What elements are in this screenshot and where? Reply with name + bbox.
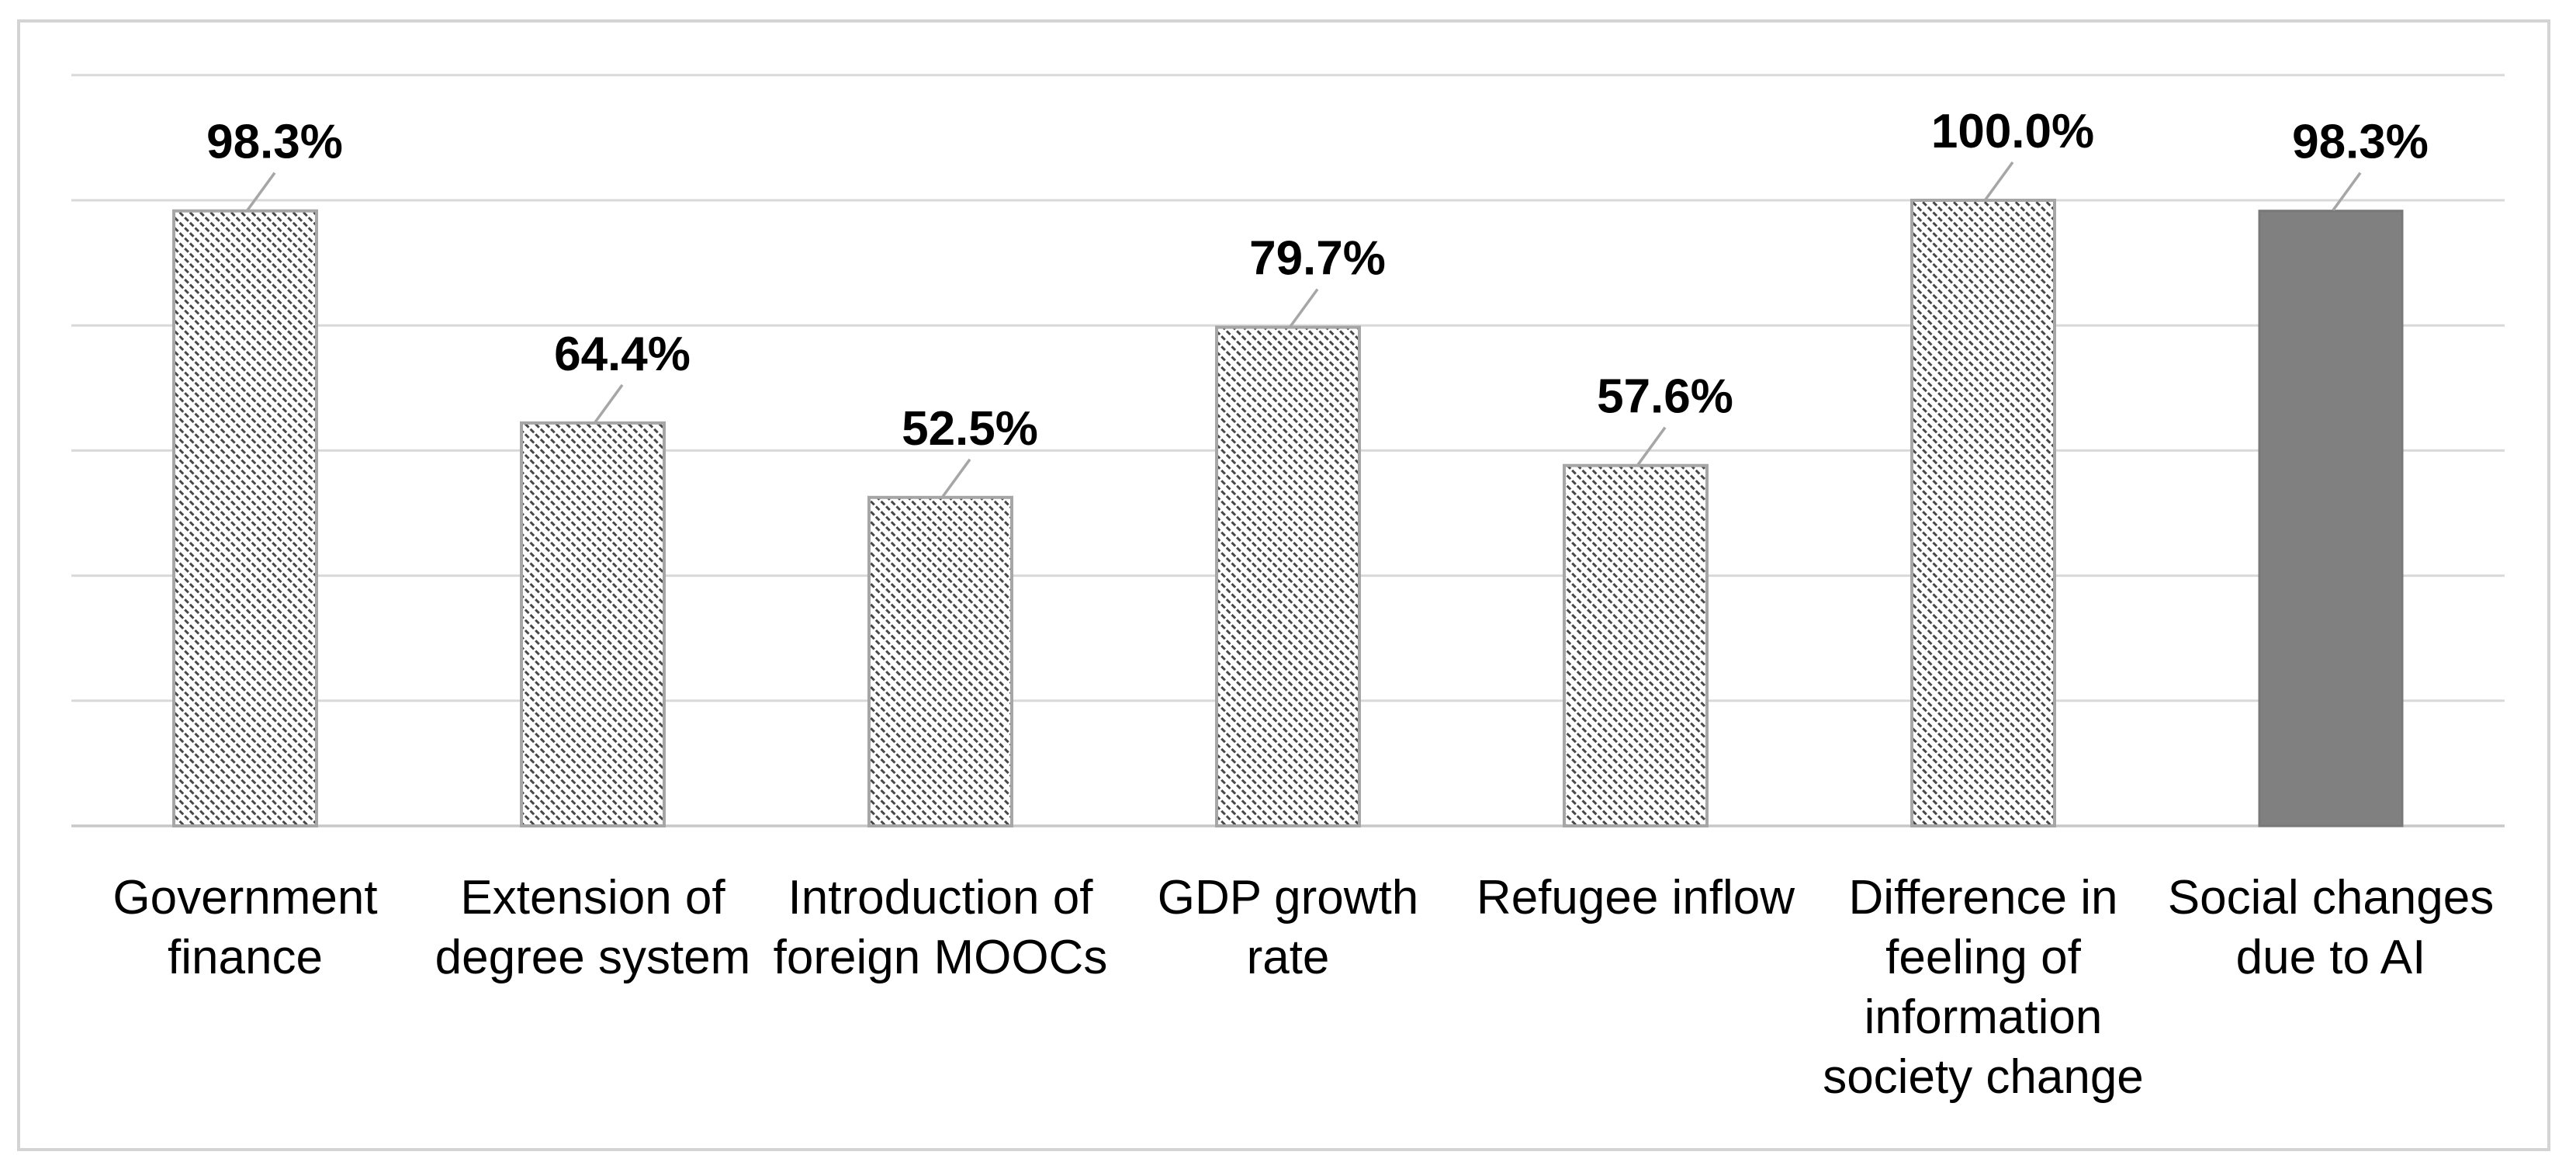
category-label: Government <box>113 871 377 924</box>
category-label: degree system <box>435 931 751 984</box>
category-label: information <box>1864 990 2103 1044</box>
category-label: Introduction of <box>788 871 1094 924</box>
bar-data-label: 79.7% <box>1249 232 1386 286</box>
leader-line <box>2332 172 2362 211</box>
bar-data-label: 57.6% <box>1597 370 1733 424</box>
leader-lines <box>246 161 2362 498</box>
leader-line <box>941 458 971 498</box>
leader-line <box>594 383 624 423</box>
category-label: feeling of <box>1885 931 2081 984</box>
category-label: Extension of <box>460 871 725 924</box>
category-label: society change <box>1823 1050 2144 1104</box>
category-label: foreign MOOCs <box>774 931 1108 984</box>
bar <box>1563 463 1709 827</box>
category-label: Difference in <box>1849 871 2118 924</box>
figure-border <box>17 19 2550 1151</box>
leader-line <box>1984 161 2014 201</box>
category-label: Social changes <box>2168 871 2495 924</box>
category-label: GDP growth <box>1158 871 1419 924</box>
bar-data-label: 98.3% <box>206 116 343 169</box>
bar <box>172 209 318 827</box>
category-label: rate <box>1247 931 1330 984</box>
leader-line <box>1289 288 1319 328</box>
bar <box>520 421 666 827</box>
bar <box>867 495 1013 827</box>
bars <box>172 199 2404 828</box>
leader-line <box>1636 426 1667 466</box>
bar <box>1215 325 1361 828</box>
bar-data-label: 52.5% <box>902 402 1038 456</box>
bar <box>1910 199 2056 827</box>
category-label: finance <box>168 931 323 984</box>
category-label: due to AI <box>2236 931 2426 984</box>
category-label: Refugee inflow <box>1477 871 1795 924</box>
bar-data-label: 98.3% <box>2292 116 2429 169</box>
category-labels: Government finance Extension of degree syst… <box>113 871 2494 1104</box>
bar <box>2258 210 2404 827</box>
data-labels: 98.3% 64.4% 52.5% 79.7% 57.6% 100.0% 98.3% <box>206 105 2429 456</box>
leader-line <box>246 172 276 211</box>
bar-data-label: 100.0% <box>1931 105 2094 158</box>
bar-data-label: 64.4% <box>554 328 691 381</box>
